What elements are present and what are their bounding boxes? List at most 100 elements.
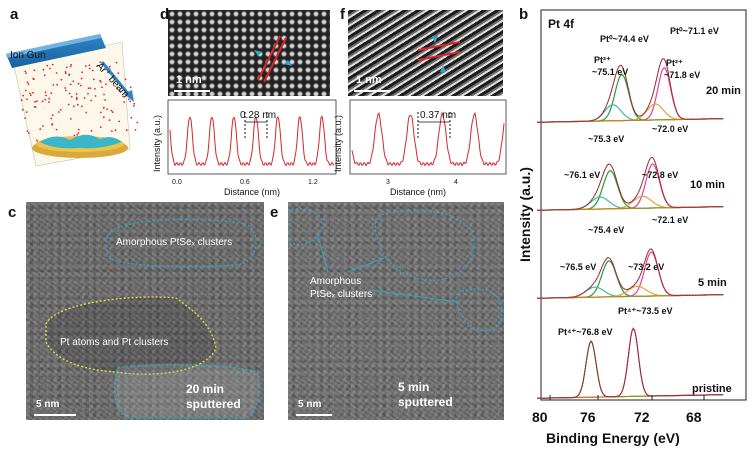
ar-ion-dot (75, 98, 78, 101)
ar-ion-dot (50, 117, 53, 120)
xtick-f-0: 3 (386, 179, 390, 186)
ar-ion-dot (46, 64, 49, 67)
time-10min: 10 min (690, 179, 725, 191)
ar-ion-dot (125, 129, 128, 132)
ar-ion-dot (77, 82, 80, 85)
ar-ion-dot (51, 63, 54, 66)
ar-ion-dot (81, 71, 84, 74)
region-label-e-line1: Amorphous (310, 276, 362, 287)
ar-ion-dot (115, 61, 118, 64)
ann-5-765: ~76.5 eV (560, 262, 596, 272)
ar-ion-dot (36, 139, 38, 142)
ar-ion-dot (99, 61, 102, 63)
line-profile-d: 0.28 nm Intensity (a.u.) 0.0 0.6 1.2 Dis… (152, 99, 337, 197)
ar-ion-dot (101, 86, 103, 89)
ar-ion-dot (57, 111, 60, 113)
ar-ion-dot (68, 92, 71, 95)
ann-20-pt0-744: Pt⁰~74.4 eV (600, 34, 649, 44)
ar-ion-dot (29, 92, 31, 95)
ar-ion-dot (129, 100, 132, 103)
xps-xlabel: Binding Energy (eV) (546, 430, 680, 446)
pointer-line-e1 (317, 235, 329, 273)
hrtem-image-d: 1 nm (168, 10, 330, 96)
xps-spectra: Pt 4f Pt⁰~74.4 eV Pt⁰~71.1 eV Pt²⁺ ~75.1… (517, 9, 747, 446)
ar-ion-dot (59, 109, 62, 111)
ar-ion-dot (103, 106, 105, 109)
ar-ion-dot (106, 108, 109, 110)
ar-ion-dot (75, 93, 78, 95)
plot-frame-d (167, 99, 337, 175)
ar-ion-dot (130, 116, 133, 119)
sputter-schematic: Ion Gun Ar⁺ beam (6, 34, 139, 167)
ar-ion-dot (51, 123, 53, 126)
pt-cluster-region-outline (45, 296, 217, 375)
hrtem-image-f: 1 nm (348, 10, 503, 96)
ar-ion-dot (118, 120, 121, 123)
ar-ion-dot (64, 71, 67, 73)
xps-xtick-80: 80 (532, 409, 548, 425)
ar-ion-dot (26, 130, 29, 132)
ar-ion-dot (94, 88, 96, 90)
xps-curve (537, 156, 724, 211)
ar-ion-dot (29, 94, 32, 96)
ar-ion-dot (100, 111, 102, 114)
ann-10-761: ~76.1 eV (564, 170, 600, 180)
ar-ion-dot (27, 132, 30, 135)
ion-gun-label: Ion Gun (10, 50, 46, 61)
ar-ion-dot (50, 92, 53, 95)
ar-ion-dot (55, 128, 58, 131)
amorphous-region-e1 (288, 208, 323, 246)
time-label-e-line2: sputtered (398, 395, 453, 409)
ar-ion-dot (79, 84, 82, 87)
ar-ion-dot (70, 118, 72, 120)
time-label-e-line1: 5 min (398, 380, 430, 394)
ar-ion-dot (92, 78, 95, 81)
ar-ion-dot (114, 129, 117, 132)
panel-label-d: d (160, 6, 170, 23)
xps-xtick-68: 68 (686, 409, 702, 425)
ar-ion-dot (33, 69, 36, 72)
xlabel-f: Distance (nm) (390, 187, 446, 197)
ar-ion-dot (132, 105, 135, 107)
ar-ion-dot (65, 66, 68, 69)
ar-ion-dot (36, 100, 38, 103)
ann-20-pt2-b: Pt²⁺ (666, 58, 683, 68)
ar-ion-dot (108, 119, 111, 121)
ar-ion-dot (43, 74, 46, 77)
time-pristine: pristine (692, 383, 732, 395)
intensity-profile-f (351, 111, 505, 167)
xtick-d-1: 0.6 (240, 179, 250, 186)
lattice-marker-f2 (417, 51, 461, 61)
ar-ion-dot (73, 134, 76, 137)
ar-ion-dot (56, 83, 59, 86)
ar-ion-dot (26, 98, 28, 101)
ann-10-720: ~72.0 eV (652, 124, 688, 134)
ar-ion-dot (111, 111, 114, 113)
ar-ion-dot (127, 98, 130, 101)
ar-ion-dot (104, 99, 106, 101)
time-label-c-line1: 20 min (186, 382, 225, 396)
ar-ion-dot (64, 89, 67, 92)
ar-ion-dot (129, 86, 132, 89)
amorphous-region-outline-c2 (113, 363, 261, 419)
ion-gun-body (6, 34, 106, 68)
ar-ion-dot (69, 65, 72, 68)
ar-ion-dot (33, 78, 35, 81)
ar-ion-dot (111, 130, 113, 132)
ar-ion-dot (133, 102, 136, 105)
xps-frame (540, 9, 747, 401)
xps-ylabel: Intensity (a.u.) (517, 167, 533, 262)
ar-ion-dot (48, 97, 51, 100)
ann-5-754: ~75.4 eV (588, 225, 624, 235)
ar-ion-dot (116, 87, 119, 90)
amorphous-region-e3 (455, 288, 503, 332)
panel-label-e: e (270, 204, 279, 221)
ar-ion-dot (72, 105, 75, 108)
ar-ion-dot (76, 103, 79, 106)
ar-ion-dot (87, 92, 89, 95)
scale-label-d: 1 nm (176, 74, 202, 86)
tem-image-c: Amorphous PtSeₓ clusters Pt atoms and Pt… (26, 202, 264, 420)
ar-ion-dot (88, 64, 91, 67)
ar-ion-dot (136, 121, 139, 124)
ar-ion-dot (70, 95, 73, 98)
